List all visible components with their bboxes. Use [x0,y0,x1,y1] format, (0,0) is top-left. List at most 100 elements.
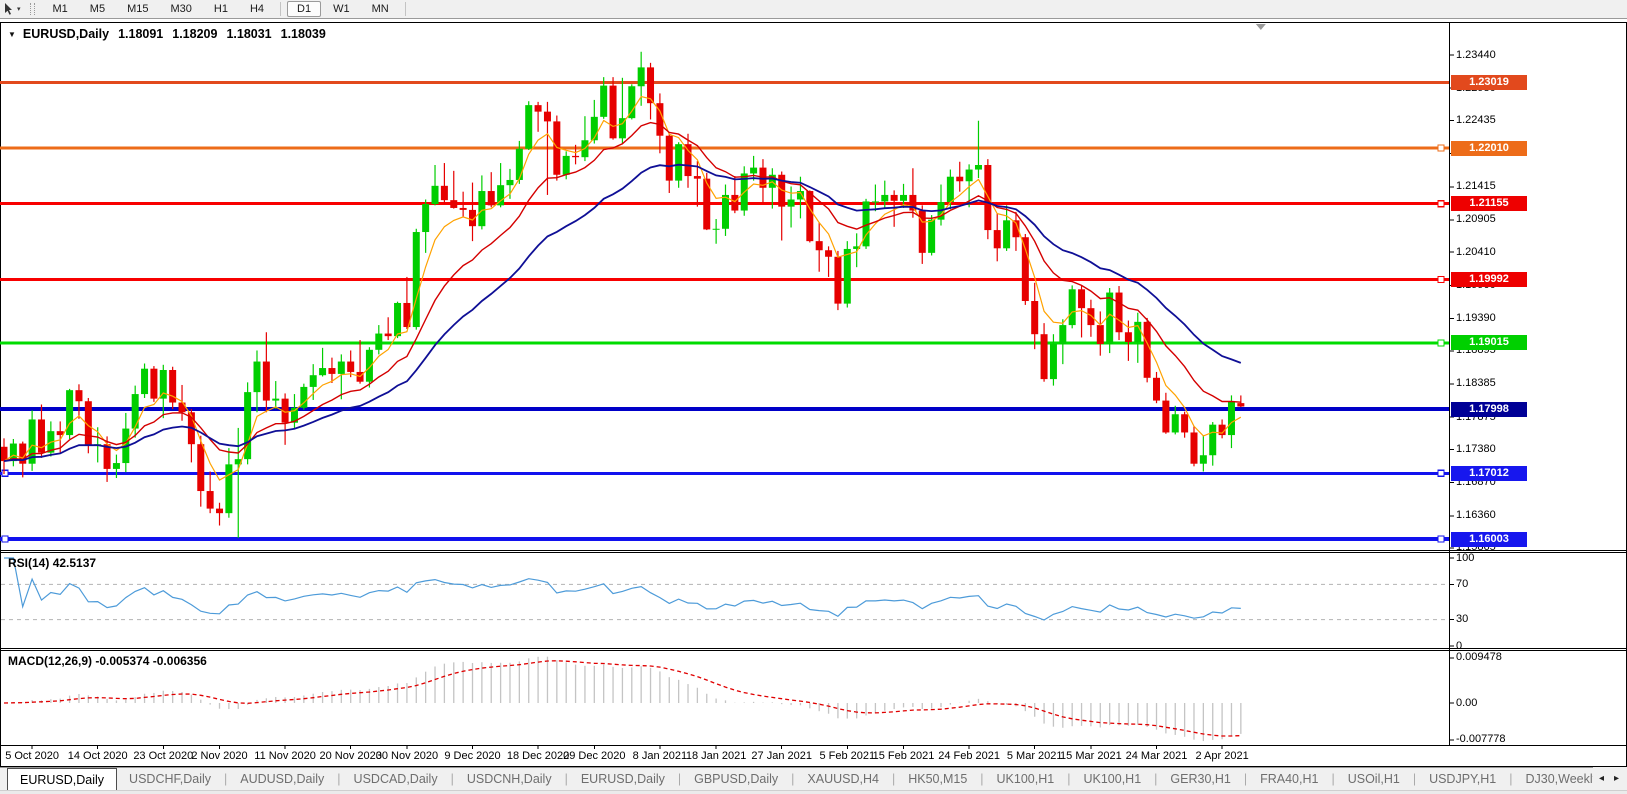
price-line-label: 1.23019 [1451,74,1527,90]
tab-separator: | [1331,772,1335,786]
chart-tab-bar: EURUSD,Daily USDCHF,Daily | AUDUSD,Daily | US… [0,767,1627,790]
chart-title: ▼ EURUSD,Daily 1.18091 1.18209 1.18031 1… [8,27,335,41]
price-line-label: 1.19992 [1451,271,1527,287]
price-line-label: 1.19015 [1451,335,1527,351]
cursor-tool-button[interactable]: ▾ [4,3,21,15]
tab-separator: | [1509,772,1513,786]
date-axis-tick: 2 Apr 2021 [1195,750,1249,762]
rsi-name: RSI(14) [8,556,50,570]
chart-tab-hk50-m15[interactable]: HK50,M15 [908,772,968,786]
price-axis-tick: 1.19390 [1456,312,1496,325]
rsi-axis-tick: 0 [1456,639,1463,652]
date-axis-tick: 5 Oct 2020 [5,750,60,762]
price-line-label: 1.22010 [1451,140,1527,156]
timeframe-button-m1[interactable]: M1 [52,3,68,15]
date-axis-tick: 14 Oct 2020 [67,750,128,762]
date-axis-tick: 20 Nov 2020 [319,750,382,762]
collapse-triangle-icon[interactable]: ▼ [8,29,16,39]
timeframe-button-h4[interactable]: H4 [249,3,265,15]
chart-tab-eurusd-daily[interactable]: EURUSD,Daily [7,768,118,790]
date-axis-tick: 9 Dec 2020 [444,750,501,762]
price-axis-tick: 1.18385 [1456,377,1496,390]
chart-symbol-label: EURUSD,Daily [22,27,110,41]
tab-separator: | [891,772,896,786]
macd-axis-tick: 0.009478 [1456,651,1502,664]
ohlc-open-value: 1.18091 [118,27,164,41]
macd-name: MACD(12,26,9) [8,654,93,668]
cursor-icon [5,3,12,15]
chart-tab-ger30-h1[interactable]: GER30,H1 [1170,772,1231,786]
chart-tab-gbpusd-daily[interactable]: GBPUSD,Daily [694,772,779,786]
price-axis-tick: 1.22435 [1456,113,1496,126]
tab-scroll-left-icon[interactable]: ◂ [1598,773,1604,784]
date-axis-tick: 27 Jan 2021 [751,750,812,762]
chart-tab-audusd-daily[interactable]: AUDUSD,Daily [240,772,325,786]
date-axis-tick: 29 Dec 2020 [563,750,626,762]
tab-separator: | [791,772,795,786]
date-axis-tick: 2 Nov 2020 [191,750,248,762]
window-bottom-edge [0,790,1627,794]
chart-tab-xauusd-h4[interactable]: XAUUSD,H4 [807,772,879,786]
toolbar-separator [280,2,282,16]
date-axis-tick: 24 Mar 2021 [1125,750,1188,762]
tab-scroll-arrows: ◂ ▸ [1592,767,1627,790]
ohlc-high-value: 1.18209 [172,27,218,41]
ohlc-close-value: 1.18039 [280,27,326,41]
chart-tab-uk100-h1[interactable]: UK100,H1 [996,772,1055,786]
date-axis-tick: 18 Dec 2020 [506,750,570,762]
tab-separator: | [980,772,984,786]
timeframe-button-d1[interactable]: D1 [287,1,322,17]
macd-axis-tick: -0.007778 [1456,733,1506,746]
timeframe-button-m30[interactable]: M30 [170,3,192,15]
toolbar-grip-handle[interactable] [29,3,35,15]
chart-tab-eurusd-daily[interactable]: EURUSD,Daily [580,772,665,786]
tab-separator: | [1154,772,1158,786]
date-axis-tick: 23 Oct 2020 [133,750,194,762]
timeframe-button-mn[interactable]: MN [371,3,389,15]
date-axis-tick: 8 Jan 2021 [632,750,688,762]
tab-separator: | [1243,772,1248,786]
timeframe-button-h1[interactable]: H1 [213,3,228,15]
tab-separator: | [1412,772,1417,786]
chart-tab-usdcad-daily[interactable]: USDCAD,Daily [353,772,438,786]
chart-tab-dj30-weekly[interactable]: DJ30,Weekly [1525,772,1599,786]
timeframe-toolbar: ▾ M1 M5 M15 M30 H1 H4 D1 W1 MN [0,0,1627,19]
date-axis-tick: 5 Mar 2021 [1006,750,1063,762]
tab-separator: | [224,772,228,786]
timeframe-button-m15[interactable]: M15 [127,3,149,15]
price-axis-tick: 1.16360 [1456,509,1496,522]
date-axis-tick: 18 Jan 2021 [685,750,747,762]
tab-separator: | [450,772,454,786]
price-line-label: 1.17012 [1451,465,1527,481]
date-axis-tick: 11 Nov 2020 [254,750,316,762]
timeframe-button-m5[interactable]: M5 [89,3,106,15]
date-axis-tick: 24 Feb 2021 [938,750,1000,762]
price-line-label: 1.16003 [1451,531,1527,547]
timeframe-button-w1[interactable]: W1 [333,3,350,15]
chart-tab-usoil-h1[interactable]: USOil,H1 [1347,772,1400,786]
chart-tab-uk100-h1[interactable]: UK100,H1 [1083,772,1142,786]
price-axis-tick: 1.21415 [1456,180,1496,193]
date-axis-tick: 5 Feb 2021 [819,750,876,762]
macd-main-value: -0.005374 [95,654,150,668]
price-axis-tick: 1.20905 [1456,213,1496,226]
macd-axis-tick: 0.00 [1456,696,1478,709]
chart-tab-usdchf-daily[interactable]: USDCHF,Daily [129,772,211,786]
date-axis-tick: 15 Mar 2021 [1060,750,1122,762]
rsi-axis-tick: 30 [1456,613,1469,626]
chart-tab-usdjpy-h1[interactable]: USDJPY,H1 [1429,772,1497,786]
chart-tab-fra40-h1[interactable]: FRA40,H1 [1260,772,1319,786]
rsi-indicator-label: RSI(14) 42.5137 [8,556,96,570]
price-line-label: 1.21155 [1451,196,1527,212]
toolbar-separator [404,2,406,16]
chevron-down-icon: ▾ [17,6,21,13]
rsi-value: 42.5137 [52,556,97,570]
tab-scroll-right-icon[interactable]: ▸ [1613,773,1619,784]
macd-indicator-label: MACD(12,26,9) -0.005374 -0.006356 [8,654,207,668]
macd-signal-value: -0.006356 [152,654,207,668]
tab-separator: | [337,772,341,786]
chart-tab-usdcnh-daily[interactable]: USDCNH,Daily [466,772,552,786]
ohlc-low-value: 1.18031 [226,27,272,41]
